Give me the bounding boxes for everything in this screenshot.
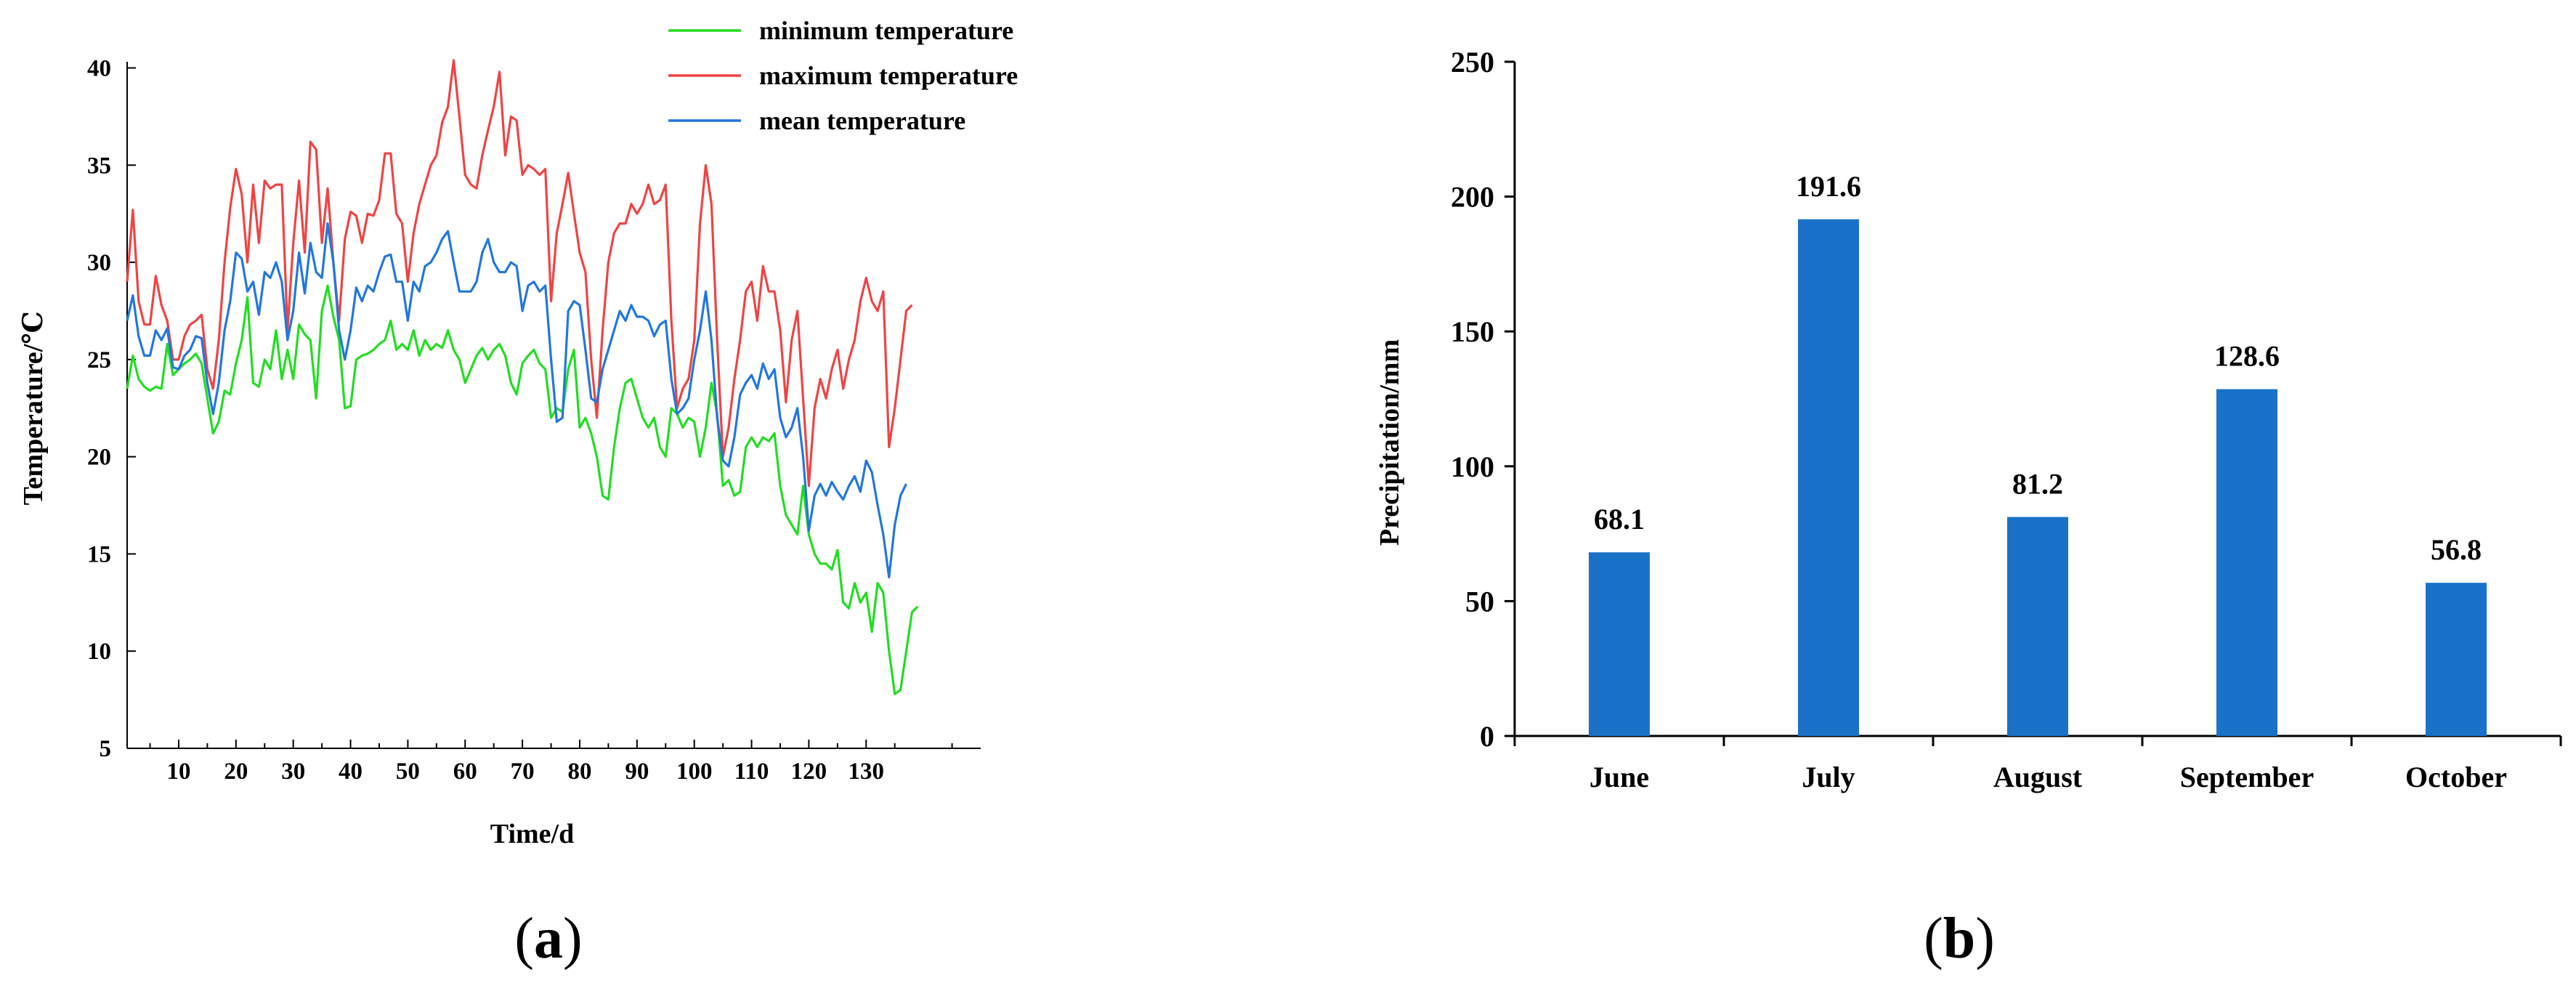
x-axis-title: Time/d	[490, 819, 574, 849]
bar	[1589, 552, 1650, 736]
x-axis-ticks: 10 20 30 40 50 60 70 80 90 100 110 120 130	[149, 740, 953, 785]
bar	[2426, 583, 2487, 736]
y-tick-label: 250	[1451, 46, 1494, 78]
y-tick-label: 40	[87, 56, 111, 82]
y-axis-title: Precipitation/mm	[1374, 339, 1405, 546]
y-tick-label: 20	[87, 445, 111, 471]
y-tick-label: 0	[1480, 720, 1494, 753]
x-category-label: July	[1802, 761, 1855, 793]
precipitation-bar-chart: 0 50 100 150 200 250 68.1 June 191.6 July 81.2 Aug…	[1374, 46, 2562, 971]
x-tick-label: 130	[848, 759, 885, 785]
legend: minimum temperature maximum temperature me…	[668, 16, 1018, 135]
y-axis-ticks: 5 10 15 20 25 30 35 40	[87, 56, 136, 762]
bar-data-label: 128.6	[2214, 340, 2280, 373]
x-tick-label: 120	[791, 759, 827, 785]
panel-label-b: (b)	[1924, 907, 1995, 971]
x-tick-label: 110	[734, 759, 769, 785]
y-tick-label: 30	[87, 250, 111, 276]
y-tick-label: 25	[87, 347, 111, 373]
bar	[2216, 389, 2277, 736]
x-tick-label: 40	[339, 759, 362, 785]
legend-label: minimum temperature	[759, 16, 1013, 45]
bar	[2007, 517, 2068, 736]
y-tick-label: 200	[1451, 181, 1494, 214]
y-axis-title: Temperature/℃	[18, 311, 49, 505]
bar-data-label: 68.1	[1594, 503, 1645, 535]
x-axis-ticks	[1513, 736, 2562, 746]
y-tick-label: 150	[1451, 315, 1494, 348]
bars: 68.1 June 191.6 July 81.2 August 128.6 Septembe…	[1589, 170, 2507, 793]
x-tick-label: 20	[224, 759, 248, 785]
temperature-line-chart: minimum temperature maximum temperature me…	[18, 16, 1018, 971]
y-tick-label: 5	[100, 736, 112, 762]
y-tick-label: 100	[1451, 450, 1494, 483]
series-line-3	[126, 222, 907, 579]
legend-label: mean temperature	[759, 106, 965, 135]
bar-data-label: 56.8	[2431, 533, 2482, 566]
x-tick-label: 100	[676, 759, 713, 785]
x-tick-label: 50	[396, 759, 420, 785]
x-tick-label: 80	[567, 759, 591, 785]
y-tick-label: 10	[87, 639, 111, 665]
x-category-label: October	[2405, 761, 2507, 793]
y-tick-label: 50	[1465, 585, 1494, 618]
x-category-label: June	[1589, 761, 1649, 793]
bar	[1798, 219, 1859, 737]
x-tick-label: 90	[625, 759, 649, 785]
series-lines	[126, 59, 919, 695]
panel-label-a: (a)	[514, 907, 582, 971]
y-tick-label: 15	[87, 541, 111, 567]
bar-data-label: 81.2	[2012, 468, 2063, 501]
x-category-label: September	[2180, 761, 2314, 793]
bar-data-label: 191.6	[1796, 170, 1861, 203]
series-line-2	[126, 59, 913, 488]
x-category-label: August	[1993, 761, 2083, 793]
y-axis-ticks: 0 50 100 150 200 250	[1451, 46, 1515, 753]
series-line-1	[126, 284, 919, 695]
x-tick-label: 30	[281, 759, 305, 785]
x-tick-label: 70	[511, 759, 535, 785]
x-tick-label: 60	[453, 759, 477, 785]
y-tick-label: 35	[87, 153, 111, 179]
x-tick-label: 10	[166, 759, 190, 785]
legend-label: maximum temperature	[759, 61, 1018, 90]
